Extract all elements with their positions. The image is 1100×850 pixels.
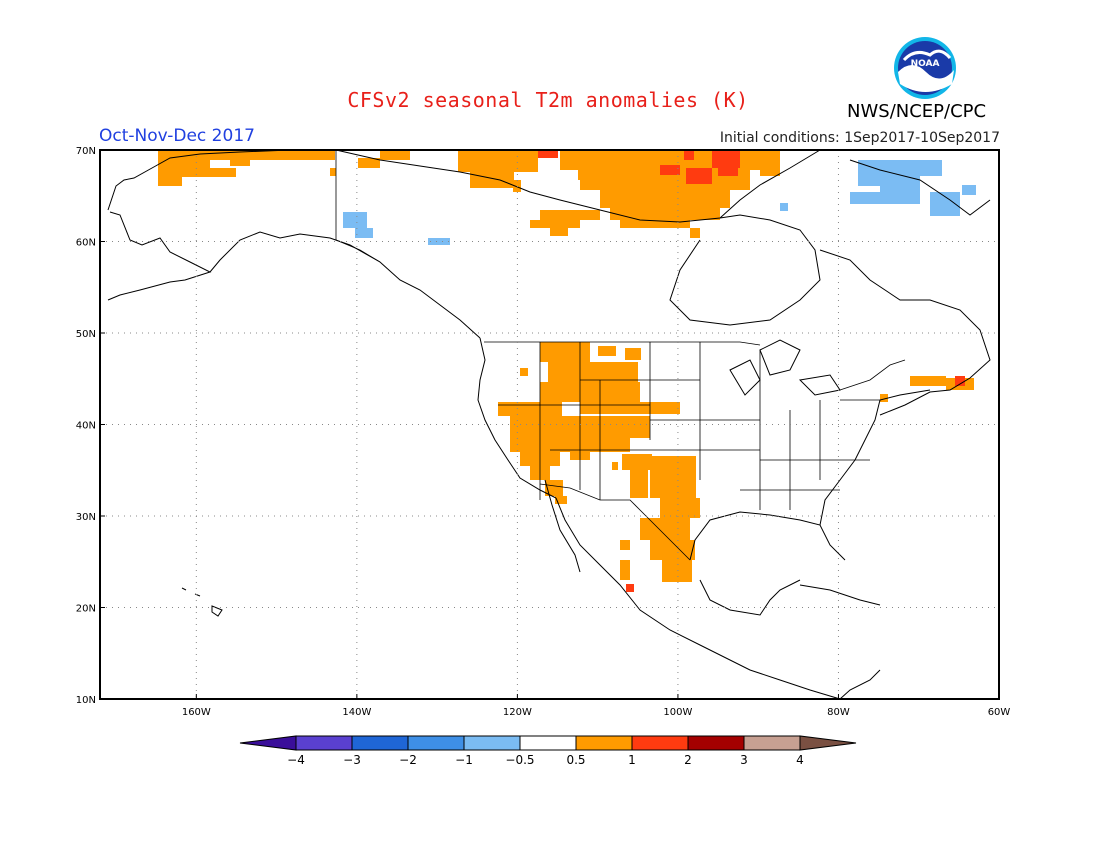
colorbar-label: −3 bbox=[343, 753, 361, 767]
lat-tick-label: 70N bbox=[76, 146, 96, 157]
map-title: CFSv2 seasonal T2m anomalies (K) bbox=[347, 88, 749, 112]
colorbar-label: 0.5 bbox=[566, 753, 585, 767]
colorbar-segment bbox=[631, 735, 689, 751]
colorbar-label: −4 bbox=[287, 753, 305, 767]
colorbar-segment bbox=[351, 735, 409, 751]
colorbar-label: −2 bbox=[399, 753, 417, 767]
colorbar-segment bbox=[295, 735, 353, 751]
lon-tick-label: 140W bbox=[342, 707, 371, 718]
colorbar-label: 3 bbox=[740, 753, 748, 767]
lon-tick-label: 100W bbox=[663, 707, 692, 718]
lon-axis: 160W 140W 120W 100W 80W 60W bbox=[182, 694, 1011, 718]
colorbar-segment bbox=[743, 735, 801, 751]
lon-tick-label: 120W bbox=[503, 707, 532, 718]
political-borders bbox=[335, 150, 906, 561]
colorbar-label: 1 bbox=[628, 753, 636, 767]
colorbar-segment bbox=[687, 735, 745, 751]
colorbar-label: 4 bbox=[796, 753, 804, 767]
colorbar-segment bbox=[519, 735, 577, 751]
colorbar: −4 −3 −2 −1 −0.5 0.5 1 2 3 4 bbox=[239, 735, 857, 767]
logo-text: NOAA bbox=[911, 59, 940, 69]
colorbar-label: 2 bbox=[684, 753, 692, 767]
lat-tick-label: 60N bbox=[76, 238, 96, 249]
colorbar-label: −0.5 bbox=[505, 753, 534, 767]
colorbar-high-arrow bbox=[799, 735, 857, 751]
colorbar-low-arrow bbox=[239, 735, 297, 751]
lat-tick-label: 10N bbox=[76, 695, 96, 706]
lon-tick-label: 80W bbox=[827, 707, 850, 718]
colorbar-label: −1 bbox=[455, 753, 473, 767]
lat-tick-label: 20N bbox=[76, 604, 96, 615]
lon-tick-label: 60W bbox=[988, 707, 1011, 718]
initial-conditions-label: Initial conditions: 1Sep2017-10Sep2017 bbox=[719, 130, 1000, 146]
lat-axis: 70N 60N 50N 40N 30N 20N 10N bbox=[76, 146, 105, 706]
season-label: Oct-Nov-Dec 2017 bbox=[99, 126, 255, 146]
lat-tick-label: 50N bbox=[76, 329, 96, 340]
agency-label: NWS/NCEP/CPC bbox=[847, 101, 987, 122]
lat-tick-label: 40N bbox=[76, 421, 96, 432]
colorbar-segment bbox=[575, 735, 633, 751]
colorbar-segment bbox=[463, 735, 521, 751]
lat-tick-label: 30N bbox=[76, 512, 96, 523]
anomaly-shading bbox=[158, 150, 976, 592]
noaa-logo-icon: NOAA bbox=[894, 37, 956, 99]
lon-tick-label: 160W bbox=[182, 707, 211, 718]
colorbar-segment bbox=[407, 735, 465, 751]
